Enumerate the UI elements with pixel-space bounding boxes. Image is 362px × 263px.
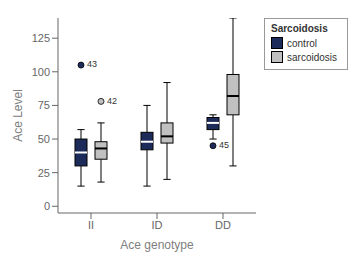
svg-text:Ace genotype: Ace genotype bbox=[120, 238, 194, 252]
svg-text:75: 75 bbox=[38, 99, 50, 111]
svg-text:50: 50 bbox=[38, 133, 50, 145]
svg-text:43: 43 bbox=[87, 59, 97, 69]
svg-text:100: 100 bbox=[32, 66, 50, 78]
svg-text:DD: DD bbox=[215, 219, 231, 231]
html-text:sarcoidosis: sarcoidosis bbox=[287, 51, 337, 63]
html-text:Sarcoidosis: Sarcoidosis bbox=[271, 23, 328, 34]
html-text:control: control bbox=[287, 37, 317, 49]
svg-text:II: II bbox=[88, 219, 94, 231]
svg-text:42: 42 bbox=[107, 96, 117, 106]
svg-text:0: 0 bbox=[44, 200, 50, 212]
svg-text:125: 125 bbox=[32, 32, 50, 44]
svg-text:25: 25 bbox=[38, 167, 50, 179]
svg-text:ID: ID bbox=[152, 219, 163, 231]
svg-text:Ace Level: Ace Level bbox=[11, 89, 25, 142]
svg-text:45: 45 bbox=[219, 140, 229, 150]
